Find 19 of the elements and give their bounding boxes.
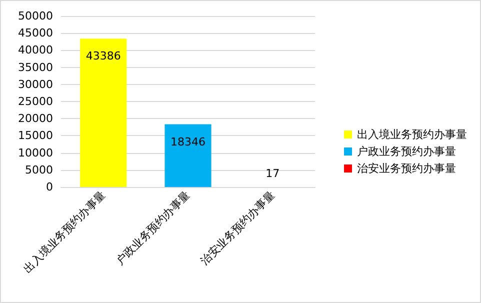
y-tick-label: 15000 xyxy=(18,129,53,142)
legend-label: 户政业务预约办事量 xyxy=(357,145,456,158)
data-label: 17 xyxy=(266,166,280,180)
legend-label: 治安业务预约办事量 xyxy=(357,162,456,175)
y-tick-label: 30000 xyxy=(18,78,53,91)
y-tick-label: 45000 xyxy=(18,26,53,40)
data-label: 43386 xyxy=(86,50,121,63)
x-tick-label: 治安业务预约办事量 xyxy=(198,188,278,268)
data-label: 18346 xyxy=(170,135,206,148)
y-tick-label: 20000 xyxy=(18,112,53,126)
y-tick-label: 40000 xyxy=(18,44,53,57)
y-tick-label: 10000 xyxy=(18,146,53,160)
y-tick-label: 5000 xyxy=(25,163,53,176)
x-tick-label: 户政业务预约办事量 xyxy=(113,188,193,268)
y-tick-label: 25000 xyxy=(18,95,53,108)
y-tick-label: 0 xyxy=(46,180,53,194)
y-tick-label: 35000 xyxy=(18,60,53,74)
y-tick-label: 50000 xyxy=(18,10,53,22)
legend-label: 出入境业务预约办事量 xyxy=(357,128,467,141)
